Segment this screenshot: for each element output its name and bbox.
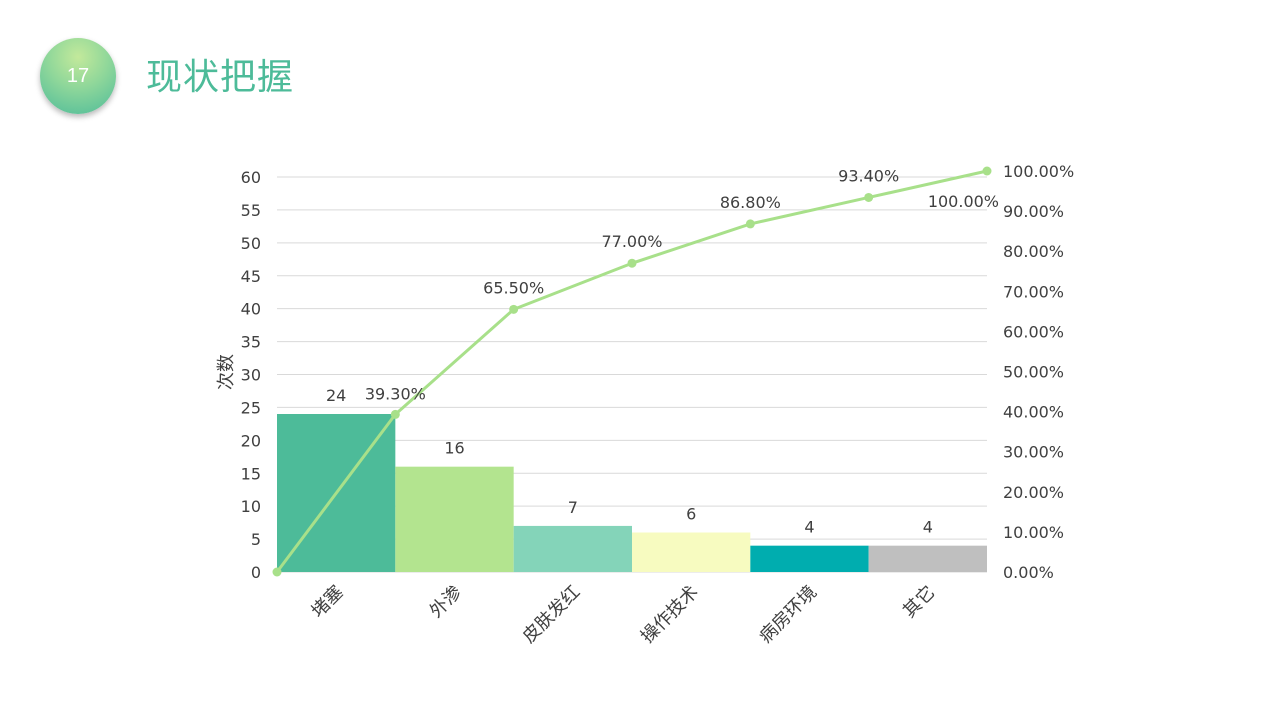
- cumulative-percent-label: 93.40%: [838, 166, 899, 185]
- x-category-label: 皮肤发红: [519, 582, 585, 648]
- labels: 0 5 10 15 20 25 30 35 40 45 50 55 60 0.00% 10.00% 20.00…: [216, 162, 1074, 647]
- bar: [750, 545, 869, 572]
- bars: [277, 414, 987, 572]
- y2-tick-label: 10.00%: [1003, 523, 1064, 542]
- y2-tick-label: 80.00%: [1003, 242, 1064, 261]
- y2-tick-label: 30.00%: [1003, 443, 1064, 462]
- y-tick-label: 40: [241, 300, 261, 319]
- cumulative-point: [390, 409, 400, 419]
- cumulative-percent-label: 77.00%: [601, 232, 662, 251]
- x-category-label: 其它: [899, 582, 939, 622]
- bar-value-label: 16: [444, 439, 464, 458]
- page-number-badge: 17: [40, 38, 116, 114]
- cumulative-point: [982, 166, 992, 176]
- cumulative-percent-label: 86.80%: [720, 193, 781, 212]
- y2-tick-label: 100.00%: [1003, 162, 1074, 181]
- y-tick-label: 45: [241, 267, 261, 286]
- y-tick-label: 30: [241, 366, 261, 385]
- y2-tick-label: 50.00%: [1003, 363, 1064, 382]
- bar-value-label: 24: [326, 386, 346, 405]
- y2-tick-label: 40.00%: [1003, 403, 1064, 422]
- y-tick-label: 25: [241, 398, 261, 417]
- bar-value-label: 4: [923, 518, 933, 537]
- y2-tick-label: 20.00%: [1003, 483, 1064, 502]
- y2-tick-label: 90.00%: [1003, 202, 1064, 221]
- cumulative-percent-label: 39.30%: [365, 384, 426, 403]
- x-category-label: 操作技术: [637, 582, 703, 648]
- cumulative-point: [509, 304, 519, 314]
- bar: [632, 532, 751, 572]
- cumulative-point: [627, 258, 637, 268]
- page-number: 17: [66, 64, 90, 87]
- cumulative-point: [864, 192, 874, 202]
- y-axis-title: 次数: [216, 354, 237, 390]
- y2-tick-label: 0.00%: [1003, 563, 1054, 582]
- bar: [513, 525, 632, 572]
- cumulative-point: [745, 219, 755, 229]
- page-title: 现状把握: [146, 57, 295, 98]
- y-tick-label: 10: [241, 497, 261, 516]
- y2-tick-label: 70.00%: [1003, 282, 1064, 301]
- y-tick-label: 60: [241, 168, 261, 187]
- bar-value-label: 7: [568, 498, 578, 517]
- x-category-label: 外渗: [426, 582, 466, 622]
- y-tick-label: 5: [251, 530, 261, 549]
- y-tick-label: 55: [241, 201, 261, 220]
- y-tick-label: 15: [241, 464, 261, 483]
- cumulative-line: [272, 166, 992, 577]
- bar-value-label: 4: [804, 518, 814, 537]
- cumulative-point: [272, 567, 282, 577]
- x-category-label: 堵塞: [307, 582, 347, 622]
- y-tick-label: 0: [251, 563, 261, 582]
- bar-value-label: 6: [686, 505, 696, 524]
- y-tick-label: 35: [241, 333, 261, 352]
- cumulative-percent-label: 100.00%: [928, 192, 999, 211]
- y2-tick-label: 60.00%: [1003, 322, 1064, 341]
- x-category-label: 病房环境: [755, 582, 821, 648]
- grid-lines: [277, 176, 987, 573]
- bar: [395, 466, 514, 572]
- y-tick-label: 20: [241, 431, 261, 450]
- y-tick-label: 50: [241, 234, 261, 253]
- bar: [868, 545, 987, 572]
- cumulative-percent-label: 65.50%: [483, 278, 544, 297]
